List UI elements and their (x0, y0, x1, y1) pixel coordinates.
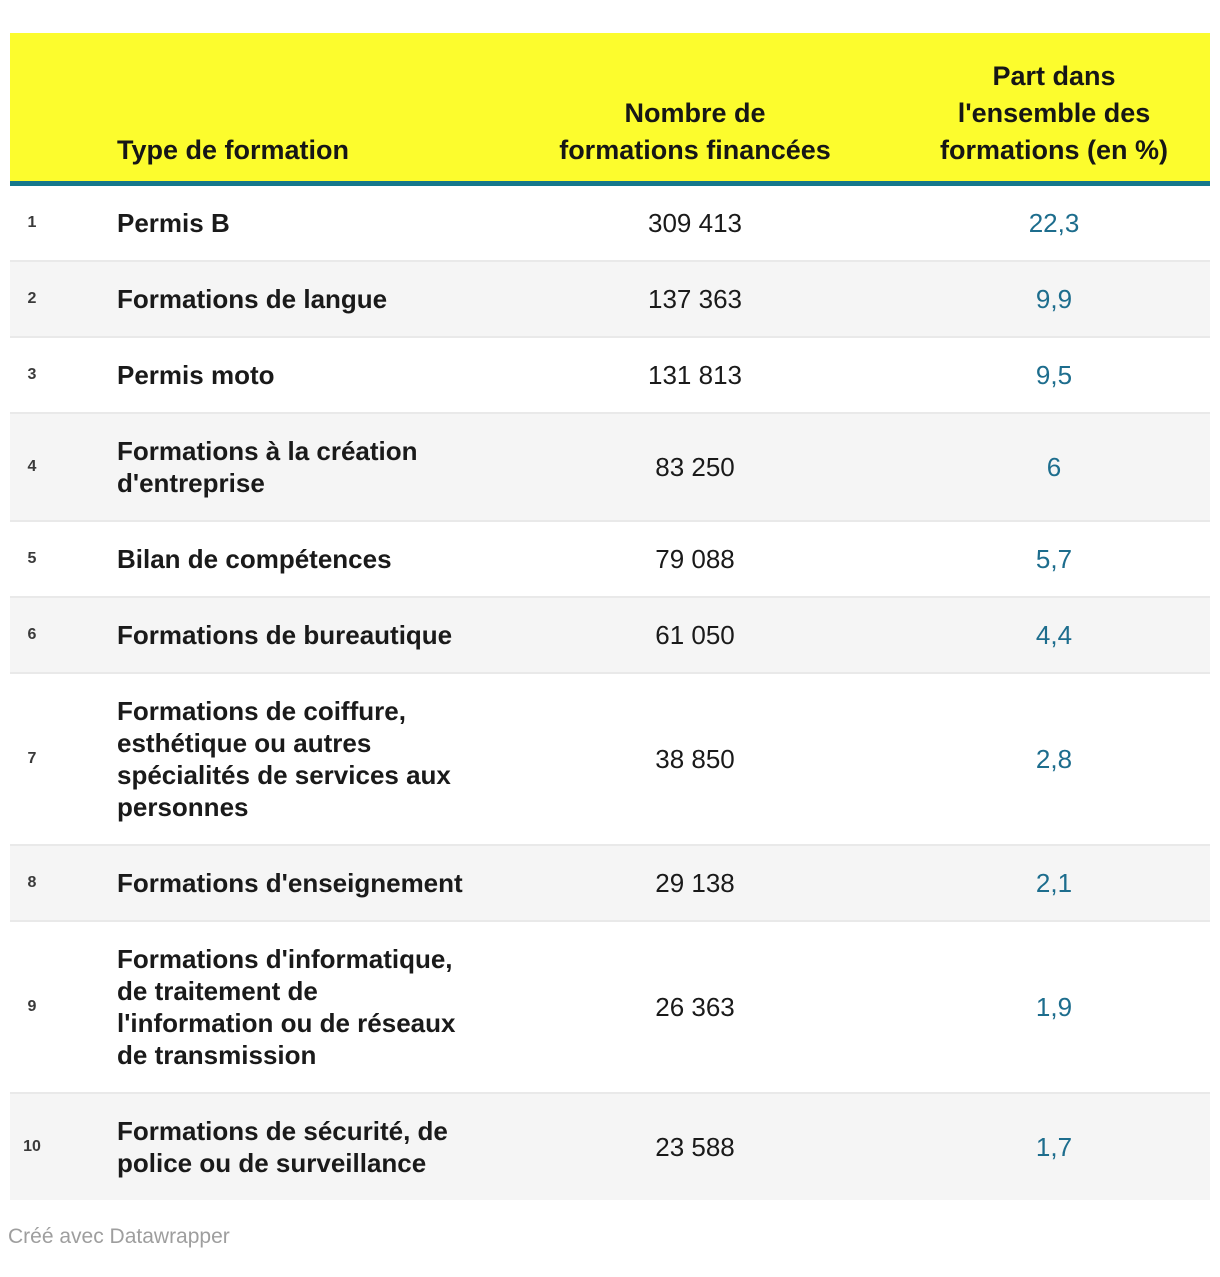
table-row: 7 Formations de coiffure, esthétique ou … (10, 673, 1210, 845)
header-nombre-formations: Nombre de formations financées (559, 98, 831, 165)
row-rank: 3 (27, 366, 37, 383)
row-count: 83 250 (655, 452, 735, 482)
row-rank: 7 (27, 750, 37, 767)
row-count: 309 413 (648, 208, 742, 238)
row-count: 61 050 (655, 620, 735, 650)
row-share: 2,8 (1035, 744, 1073, 774)
row-rank: 5 (27, 550, 37, 567)
table-row: 1 Permis B 309 413 22,3 (10, 184, 1210, 262)
formations-table: Type de formation Nombre de formations f… (10, 33, 1210, 1200)
row-share: 9,5 (1035, 360, 1073, 390)
header-rank (10, 33, 54, 184)
row-rank: 8 (27, 874, 37, 891)
row-rank: 10 (23, 1138, 41, 1155)
table-row: 3 Permis moto 131 813 9,5 (10, 337, 1210, 413)
table-row: 4 Formations à la création d'entreprise … (10, 413, 1210, 521)
row-type: Formations à la création d'entreprise (117, 436, 418, 498)
table-row: 2 Formations de langue 137 363 9,9 (10, 261, 1210, 337)
row-type: Formations d'enseignement (117, 868, 463, 898)
table-row: 8 Formations d'enseignement 29 138 2,1 (10, 845, 1210, 921)
header-type-de-formation: Type de formation (117, 135, 350, 165)
datawrapper-table: Type de formation Nombre de formations f… (10, 33, 1210, 1200)
header-part-ensemble: Part dans l'ensemble des formations (en … (939, 61, 1168, 165)
row-rank: 4 (27, 458, 37, 475)
row-count: 38 850 (655, 744, 735, 774)
row-rank: 9 (27, 998, 37, 1015)
row-share: 1,9 (1035, 992, 1073, 1022)
row-count: 26 363 (655, 992, 735, 1022)
row-type: Formations de coiffure, esthétique ou au… (117, 696, 451, 822)
row-rank: 2 (27, 290, 37, 307)
row-type: Formations de sécurité, de police ou de … (117, 1116, 448, 1178)
row-type: Permis B (117, 208, 230, 238)
row-count: 79 088 (655, 544, 735, 574)
row-rank: 6 (27, 626, 37, 643)
table-row: 9 Formations d'informatique, de traiteme… (10, 921, 1210, 1093)
row-rank: 1 (27, 214, 37, 231)
row-type: Formations de bureautique (117, 620, 453, 650)
row-type: Bilan de compétences (117, 544, 392, 574)
row-count: 23 588 (655, 1132, 735, 1162)
row-type: Permis moto (117, 360, 275, 390)
row-share: 22,3 (1028, 208, 1080, 238)
row-count: 131 813 (648, 360, 742, 390)
row-share: 9,9 (1035, 284, 1073, 314)
table-row: 6 Formations de bureautique 61 050 4,4 (10, 597, 1210, 673)
row-share: 4,4 (1035, 620, 1073, 650)
row-share: 2,1 (1035, 868, 1073, 898)
datawrapper-credit-link[interactable]: Créé avec Datawrapper (8, 1225, 230, 1248)
row-type: Formations d'informatique, de traitement… (117, 944, 456, 1070)
header-row: Type de formation Nombre de formations f… (10, 33, 1210, 184)
table-body: 1 Permis B 309 413 22,3 2 Formations de … (10, 184, 1210, 1200)
row-type: Formations de langue (117, 284, 388, 314)
table-row: 10 Formations de sécurité, de police ou … (10, 1093, 1210, 1200)
row-count: 137 363 (648, 284, 742, 314)
row-share: 6 (1046, 452, 1062, 482)
table-row: 5 Bilan de compétences 79 088 5,7 (10, 521, 1210, 597)
table-header: Type de formation Nombre de formations f… (10, 33, 1210, 184)
row-count: 29 138 (655, 868, 735, 898)
row-share: 5,7 (1035, 544, 1073, 574)
row-share: 1,7 (1035, 1132, 1073, 1162)
